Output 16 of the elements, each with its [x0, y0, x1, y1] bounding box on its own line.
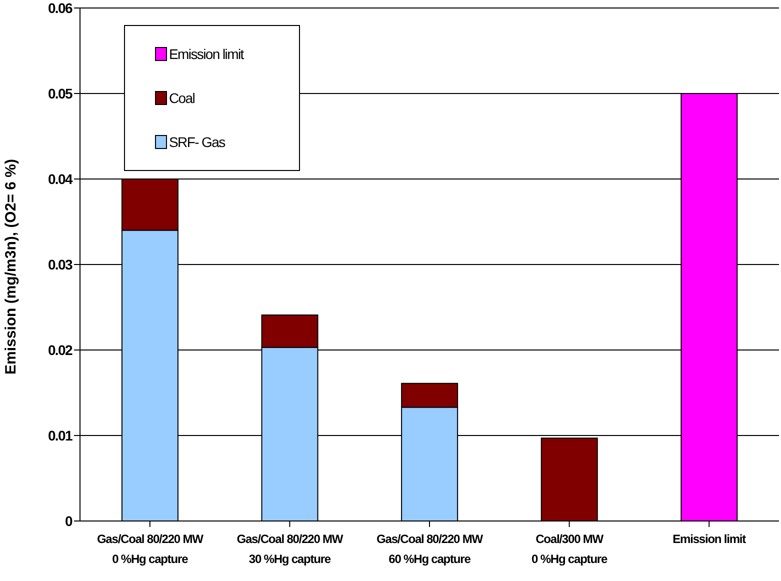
legend-label: SRF- Gas	[169, 134, 225, 150]
x-tick-label: Gas/Coal 80/220 MW 30 %Hg capture	[236, 532, 344, 566]
y-tick-label: 0	[65, 512, 73, 529]
x-tick-label: Gas/Coal 80/220 MW 60 %Hg capture	[376, 532, 484, 566]
legend-label: Coal	[169, 90, 195, 106]
x-tick-label: Coal/300 MW 0 %Hg capture	[532, 532, 608, 566]
y-axis-title: Emission (mg/m3n), (O2= 6 %)	[2, 159, 20, 374]
y-tick-label: 0.03	[48, 256, 73, 272]
y-tick-label: 0.02	[48, 342, 73, 358]
legend-label: Emission limit	[169, 46, 244, 62]
y-tick-label: 0.05	[48, 85, 73, 102]
y-tick-label: 0.04	[48, 170, 73, 187]
y-tick-label: 0.01	[48, 427, 73, 444]
x-tick-label: Gas/Coal 80/220 MW 0 %Hg capture	[96, 532, 204, 566]
y-tick-label: 0.06	[48, 0, 73, 16]
x-tick-label: Emission limit	[672, 532, 746, 546]
